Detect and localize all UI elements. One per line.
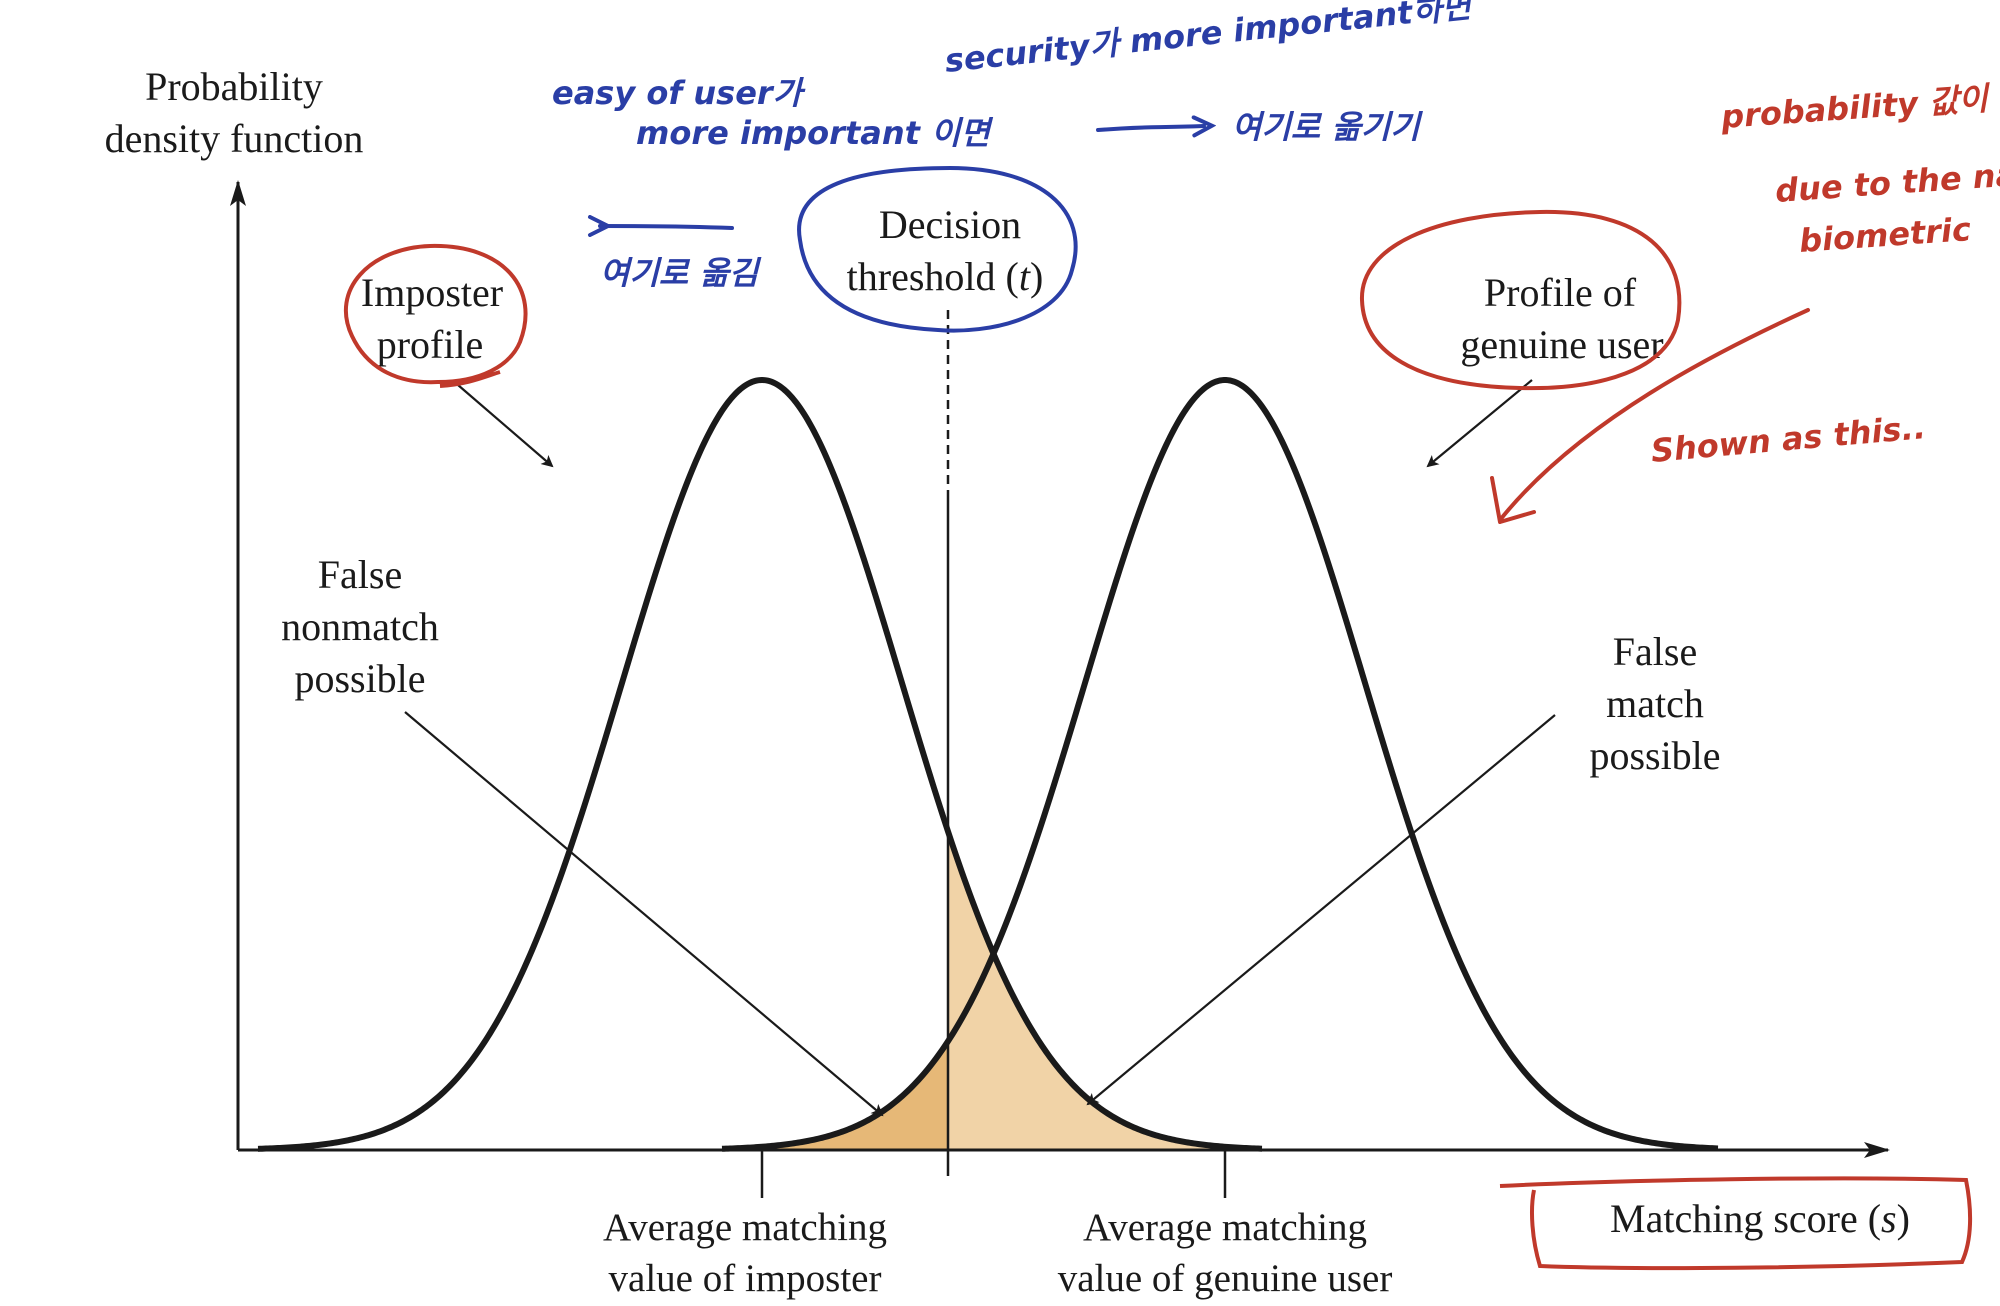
false-match-label-line3: possible [1589,733,1720,778]
avg-genuine-label-line1: Average matching [1083,1206,1367,1249]
false-nonmatch-region [722,1041,948,1150]
y-axis-label-line2: density function [105,116,364,161]
blue-note-move-right: 여기로 옮기기 [1232,108,1423,146]
genuine-pointer-arrow [1426,379,1533,468]
avg-imposter-label-line1: Average matching [603,1206,887,1249]
false-nonmatch-label-line2: nonmatch [281,604,439,649]
decision-threshold-label-line1: Decision [879,202,1021,247]
red-box-matching-score [1499,1176,1973,1271]
imposter-curve [257,376,1263,1152]
red-note-line3: biometric [1798,210,1972,260]
blue-note-ease-line1: easy of user가 [552,74,806,112]
blue-note-move-left: 여기로 옮김 [600,254,762,292]
red-circle-genuine [1359,209,1682,391]
blue-note-ease-line2: more important 이면 [636,114,993,152]
red-note-line1: probability 값이 1 [1719,77,2000,136]
blue-arrow-right [1096,126,1204,130]
false-match-label-line1: False [1613,629,1697,674]
genuine-curve [721,377,1719,1152]
blue-arrow-left [600,226,734,228]
imposter-profile-label-line1: Imposter [361,270,503,315]
false-nonmatch-arrow [404,711,884,1117]
false-match-label-line2: match [1606,681,1704,726]
y-axis-label-line1: Probability [145,64,323,109]
avg-genuine-label-line2: value of genuine user [1058,1257,1393,1300]
avg-imposter-label-line2: value of imposter [609,1257,882,1300]
false-match-region [948,831,1262,1150]
false-nonmatch-label-line1: False [318,552,402,597]
decision-threshold-label-line2: threshold (t) [847,254,1044,299]
red-note-shown: Shown as this.. [1649,408,1927,470]
red-note-line2: due to the na [1774,155,2000,210]
blue-note-security: security가 more important하면 [943,0,1476,80]
false-nonmatch-label-line3: possible [294,656,425,701]
x-axis-label: Matching score (s) [1610,1196,1910,1241]
false-match-arrow [1086,714,1556,1106]
red-arrow [1490,308,1810,524]
imposter-pointer-arrow [457,384,554,468]
imposter-profile-label-line2: profile [377,322,484,367]
red-circle-imposter [343,243,528,388]
genuine-profile-label-line1: Profile of [1484,270,1637,315]
genuine-profile-label-line2: genuine user [1460,322,1663,367]
blue-circle-decision [797,165,1078,333]
